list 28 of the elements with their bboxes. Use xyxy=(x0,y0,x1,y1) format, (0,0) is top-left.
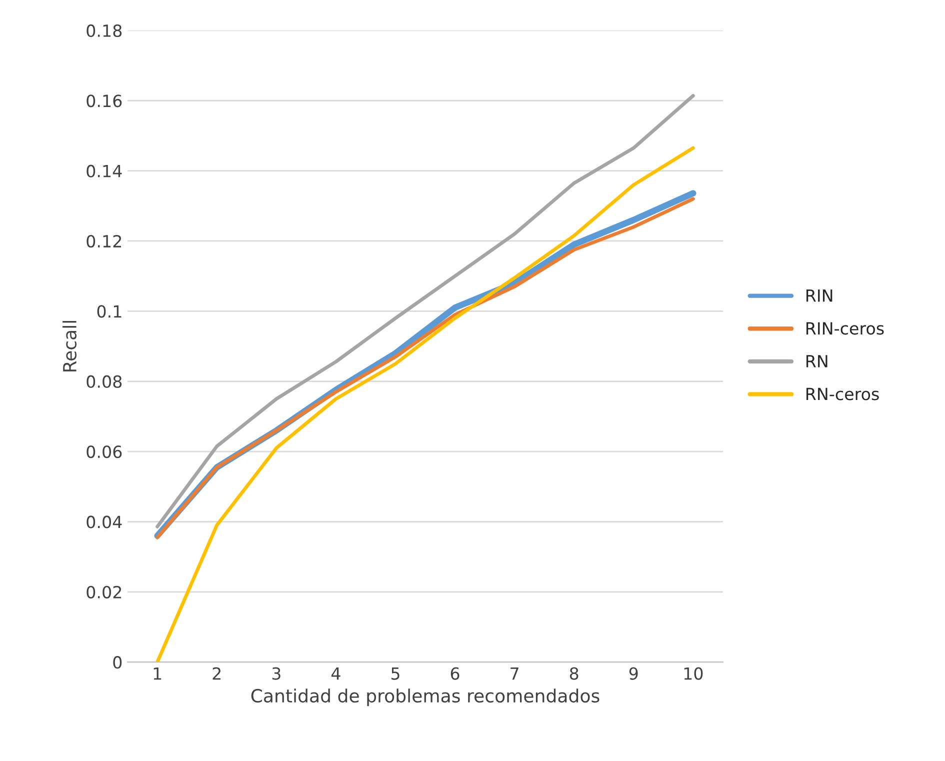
legend-label: RN-ceros xyxy=(806,388,879,400)
y-axis-title: Recall xyxy=(62,321,77,372)
legend-label: RN xyxy=(806,355,828,368)
x-tick-label: 1 xyxy=(154,667,162,680)
x-tick-label: 5 xyxy=(391,667,400,680)
y-tick-label: 0.14 xyxy=(86,164,122,178)
y-tick-label: 0.16 xyxy=(86,94,122,108)
x-tick-label: 2 xyxy=(212,667,221,680)
y-tick-label: 0.06 xyxy=(86,445,122,458)
y-tick-label: 0.18 xyxy=(86,24,122,38)
x-tick-label: 3 xyxy=(272,667,280,680)
y-tick-label: 0.12 xyxy=(86,234,122,248)
y-tick-label: 0.08 xyxy=(86,375,122,388)
x-tick-label: 10 xyxy=(684,667,703,680)
line-series xyxy=(156,146,695,662)
x-tick-label: 7 xyxy=(510,667,518,680)
y-tick-label: 0.02 xyxy=(86,586,122,598)
legend-label: RIN xyxy=(806,290,832,302)
x-axis-title: Cantidad de problemas recomendados xyxy=(251,688,600,706)
x-tick-label: 9 xyxy=(629,667,638,680)
y-tick-label: 0.1 xyxy=(97,305,122,318)
y-tick-label: 0 xyxy=(113,656,122,669)
x-tick-label: 6 xyxy=(450,667,460,680)
x-tick-label: 8 xyxy=(570,667,578,680)
legend-label: RIN-ceros xyxy=(806,322,884,335)
line-series xyxy=(156,94,695,528)
y-tick-label: 0.04 xyxy=(86,516,122,528)
x-tick-label: 4 xyxy=(331,667,340,680)
